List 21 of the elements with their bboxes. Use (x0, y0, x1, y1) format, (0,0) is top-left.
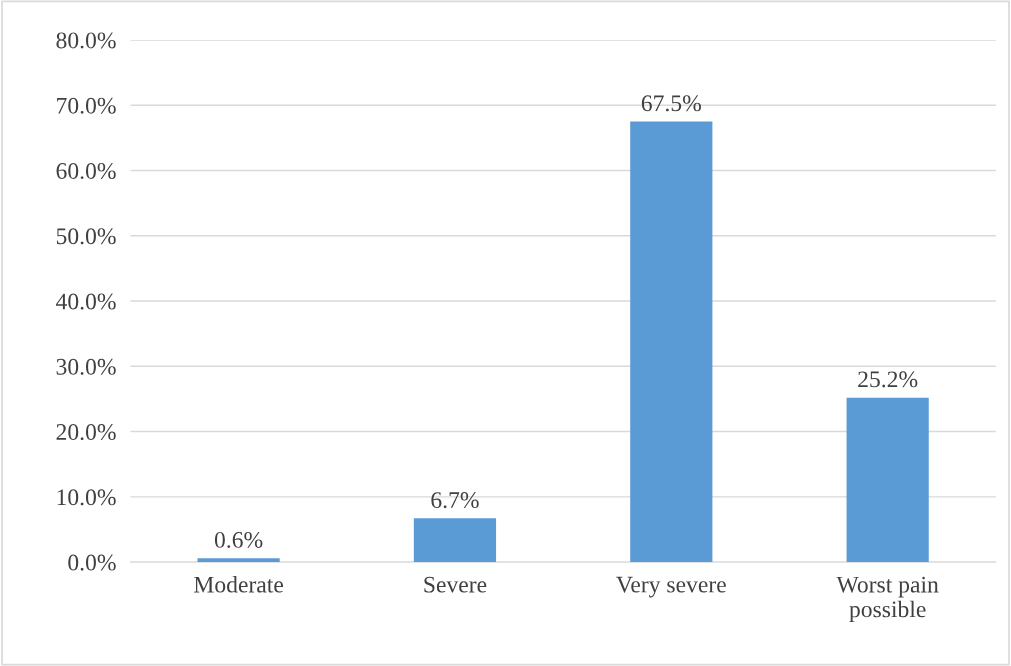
x-tick-label: Worst pain possible (836, 576, 939, 623)
y-tick-label: 60.0% (56, 162, 116, 180)
bar (413, 518, 497, 563)
x-tick-label: Very severe (616, 576, 726, 598)
data-label: 6.7% (431, 492, 479, 509)
x-tick-label: Moderate (194, 575, 284, 593)
y-tick-label: 70.0% (57, 97, 116, 114)
y-tick-label: 50.0% (56, 228, 116, 245)
data-label: 67.5% (641, 95, 701, 112)
y-tick-label: 10.0% (57, 489, 116, 506)
data-label: 0.6% (214, 531, 263, 548)
x-tick-label: Severe (424, 576, 487, 593)
y-tick-label: 80.0% (56, 32, 116, 49)
y-tick-label: 20.0% (56, 424, 116, 441)
bar (846, 397, 929, 563)
bar (197, 558, 280, 563)
data-label: 25.2% (858, 371, 918, 388)
bar (630, 121, 713, 563)
y-tick-label: 30.0% (56, 358, 116, 375)
y-tick-label: 40.0% (56, 293, 116, 310)
y-tick-label: 0.0% (68, 554, 116, 571)
